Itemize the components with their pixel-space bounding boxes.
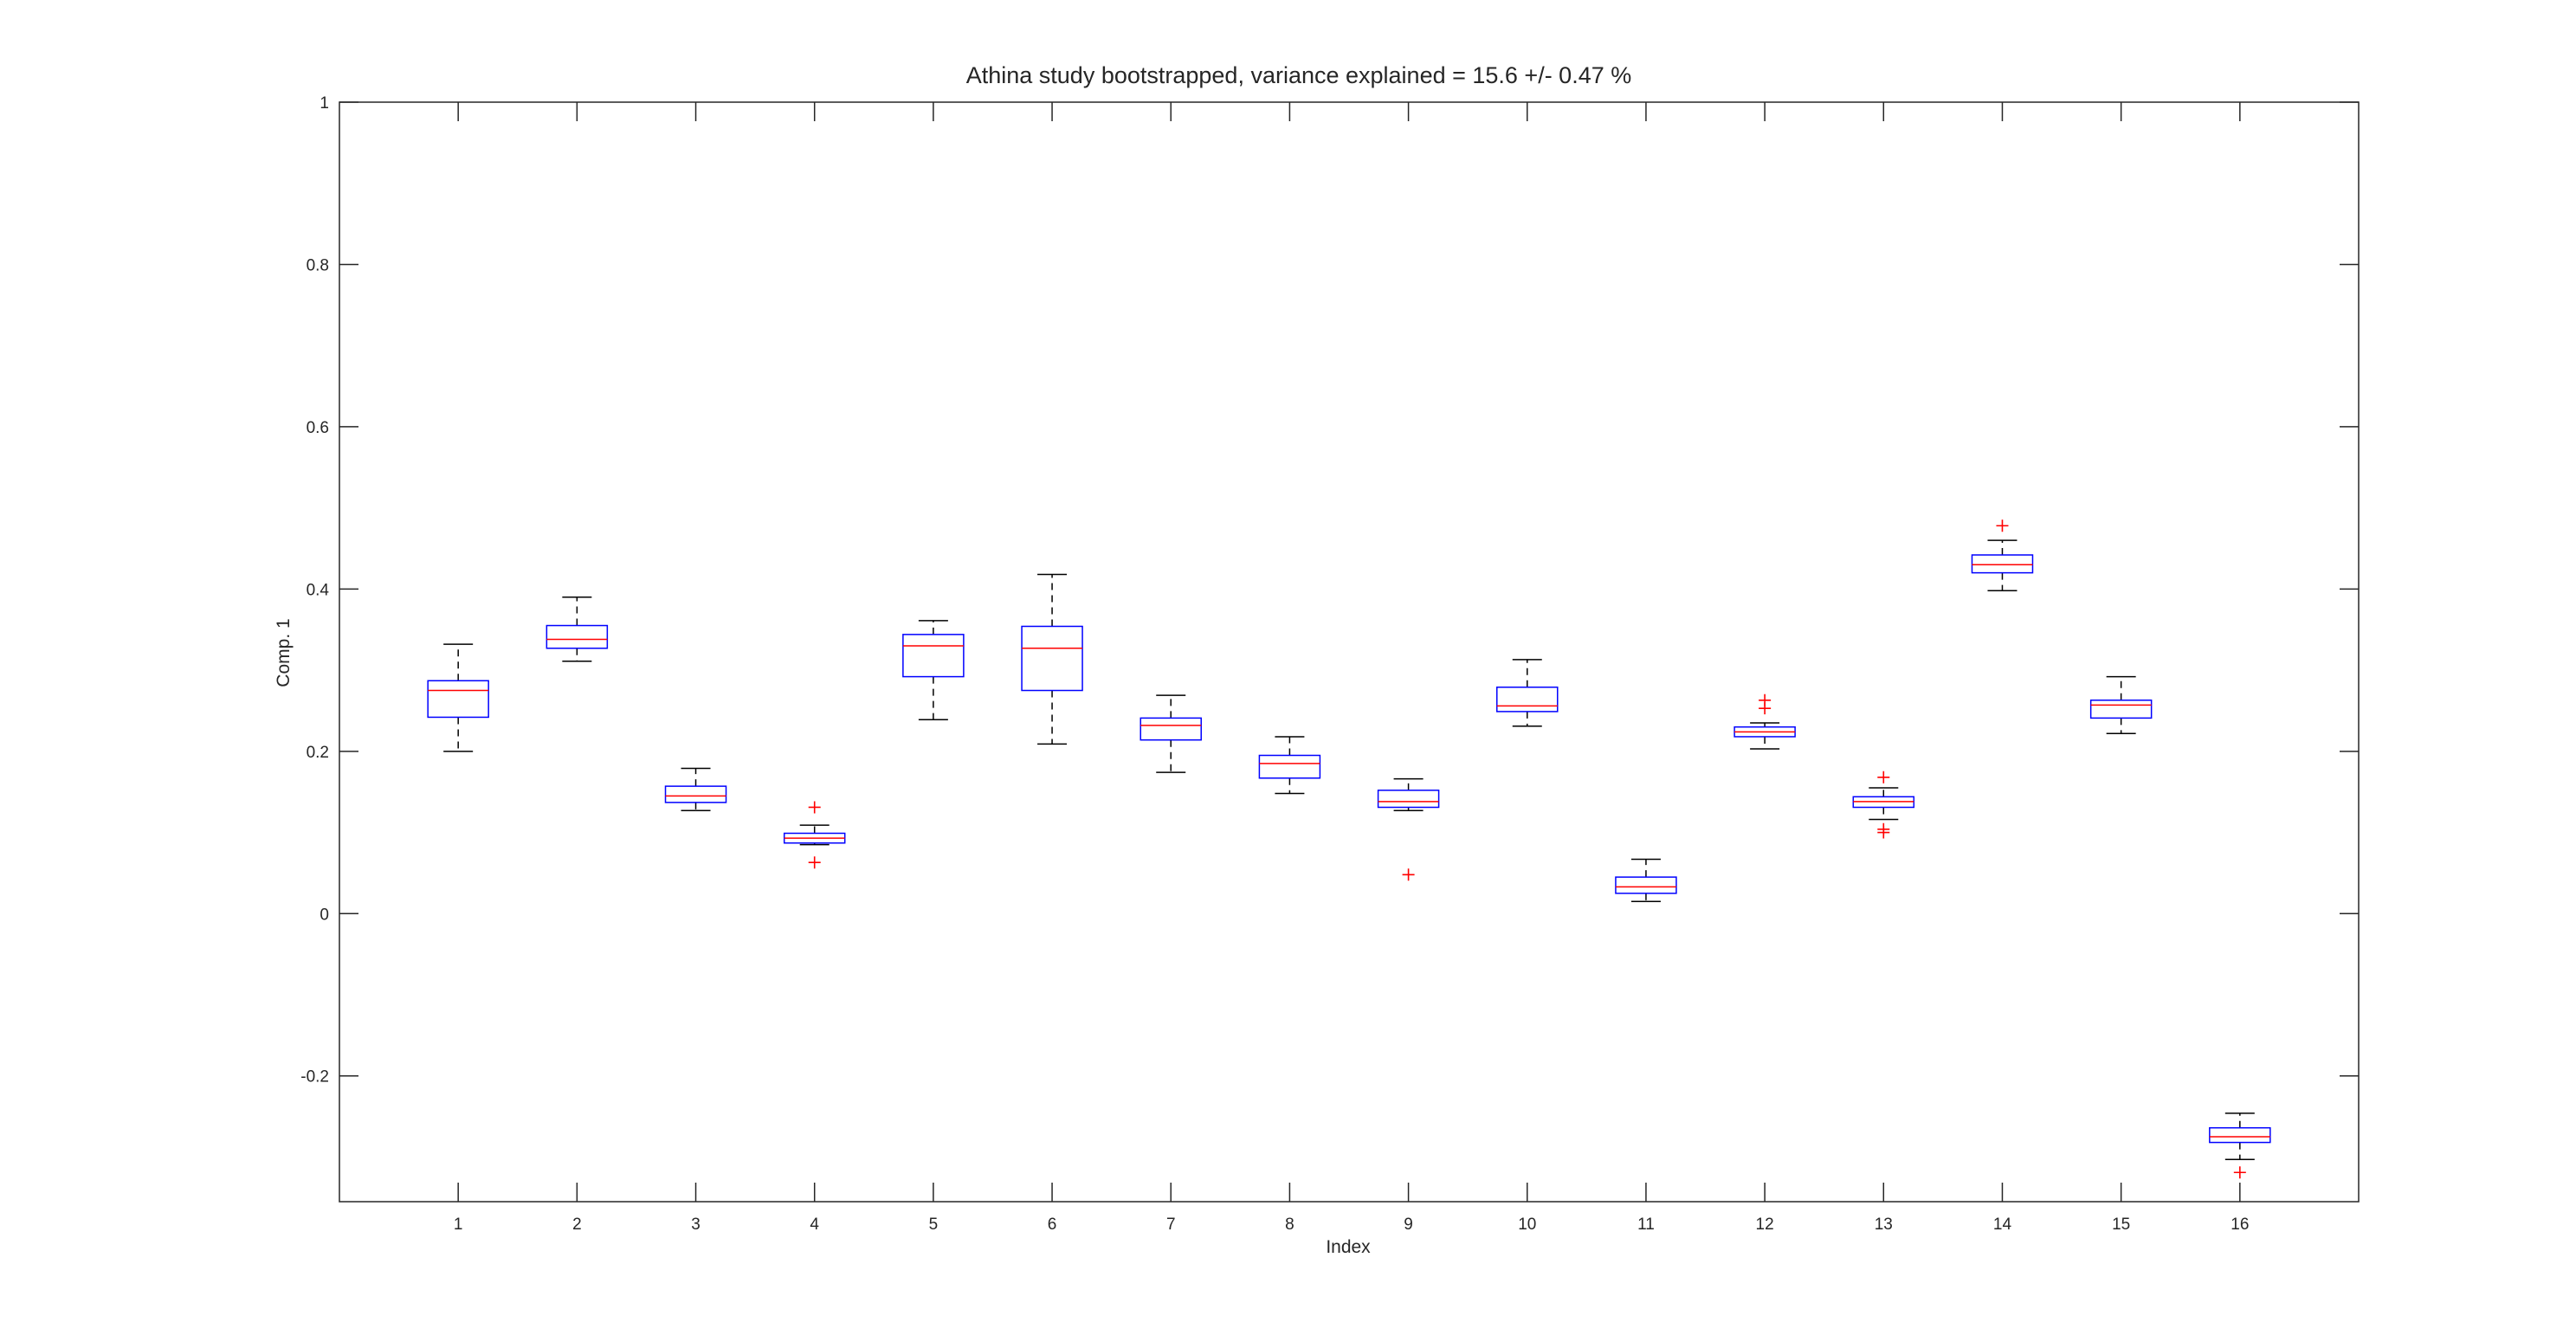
- iqr-box: [664, 785, 727, 803]
- x-tick-label: 6: [1048, 1216, 1057, 1234]
- y-tick-label: 0.8: [307, 256, 329, 274]
- x-tick-label: 10: [1518, 1216, 1536, 1234]
- y-tick-label: -0.2: [300, 1068, 329, 1087]
- y-tick-label: 0: [320, 906, 329, 924]
- x-tick-label: 11: [1637, 1216, 1655, 1234]
- box-group-8: [1258, 736, 1321, 795]
- box-group-15: [2089, 675, 2153, 734]
- iqr-box: [2209, 1126, 2271, 1144]
- outlier-marker: [1402, 868, 1415, 881]
- box-group-13: [1852, 771, 1915, 839]
- iqr-box: [546, 624, 609, 649]
- x-tick-label: 2: [572, 1216, 582, 1234]
- iqr-box: [1021, 625, 1083, 692]
- axes-frame: [339, 101, 2360, 1203]
- box-group-3: [664, 767, 727, 811]
- x-tick-label: 14: [1993, 1216, 2012, 1234]
- iqr-box: [1971, 554, 2034, 574]
- box-group-4: [783, 801, 846, 869]
- iqr-box: [1377, 790, 1440, 809]
- x-tick-label: 3: [691, 1216, 700, 1234]
- y-tick-label: 0.6: [307, 419, 329, 437]
- y-axis-label: Comp. 1: [274, 618, 294, 687]
- iqr-box: [902, 634, 965, 678]
- box-group-2: [546, 596, 609, 662]
- box-group-10: [1496, 659, 1559, 727]
- box-group-5: [902, 620, 965, 721]
- x-tick-label: 7: [1166, 1216, 1176, 1234]
- outlier-marker: [1877, 826, 1890, 839]
- x-tick-label: 15: [2112, 1216, 2130, 1234]
- outlier-marker: [808, 801, 821, 814]
- iqr-box: [2089, 700, 2153, 719]
- outlier-marker: [2233, 1166, 2246, 1179]
- box-group-11: [1615, 858, 1677, 902]
- x-tick-label: 16: [2231, 1216, 2249, 1234]
- x-tick-label: 13: [1875, 1216, 1893, 1234]
- x-tick-label: 4: [810, 1216, 819, 1234]
- chart-title: Athina study bootstrapped, variance expl…: [966, 62, 1632, 88]
- box-group-12: [1733, 693, 1796, 750]
- plot-area: -0.200.20.40.60.811 2 3 4 5 6 7 8 9 10 11 12 13 14 15 1…: [300, 94, 2360, 1234]
- outlier-marker: [1759, 702, 1772, 715]
- x-tick-label: 5: [929, 1216, 939, 1234]
- y-tick-label: 0.4: [307, 581, 330, 599]
- outlier-marker: [1877, 771, 1890, 784]
- outlier-marker: [1996, 519, 2009, 532]
- iqr-box: [1140, 717, 1202, 741]
- box-group-1: [427, 643, 489, 752]
- box-group-9: [1377, 777, 1440, 881]
- box-group-16: [2209, 1112, 2271, 1179]
- y-tick-label: 0.2: [307, 744, 329, 762]
- x-tick-label: 1: [454, 1216, 463, 1234]
- box-group-14: [1971, 519, 2034, 591]
- box-group-7: [1140, 694, 1202, 773]
- x-tick-label: 12: [1756, 1216, 1774, 1234]
- box-group-6: [1021, 573, 1083, 745]
- x-tick-label: 9: [1404, 1216, 1413, 1234]
- x-axis-label: Index: [1326, 1237, 1371, 1257]
- iqr-box: [1615, 876, 1677, 894]
- iqr-box: [1496, 687, 1559, 713]
- x-tick-label: 8: [1285, 1216, 1294, 1234]
- outlier-marker: [808, 856, 821, 869]
- iqr-box: [427, 680, 489, 719]
- y-tick-label: 1: [320, 94, 329, 113]
- iqr-box: [1258, 754, 1321, 779]
